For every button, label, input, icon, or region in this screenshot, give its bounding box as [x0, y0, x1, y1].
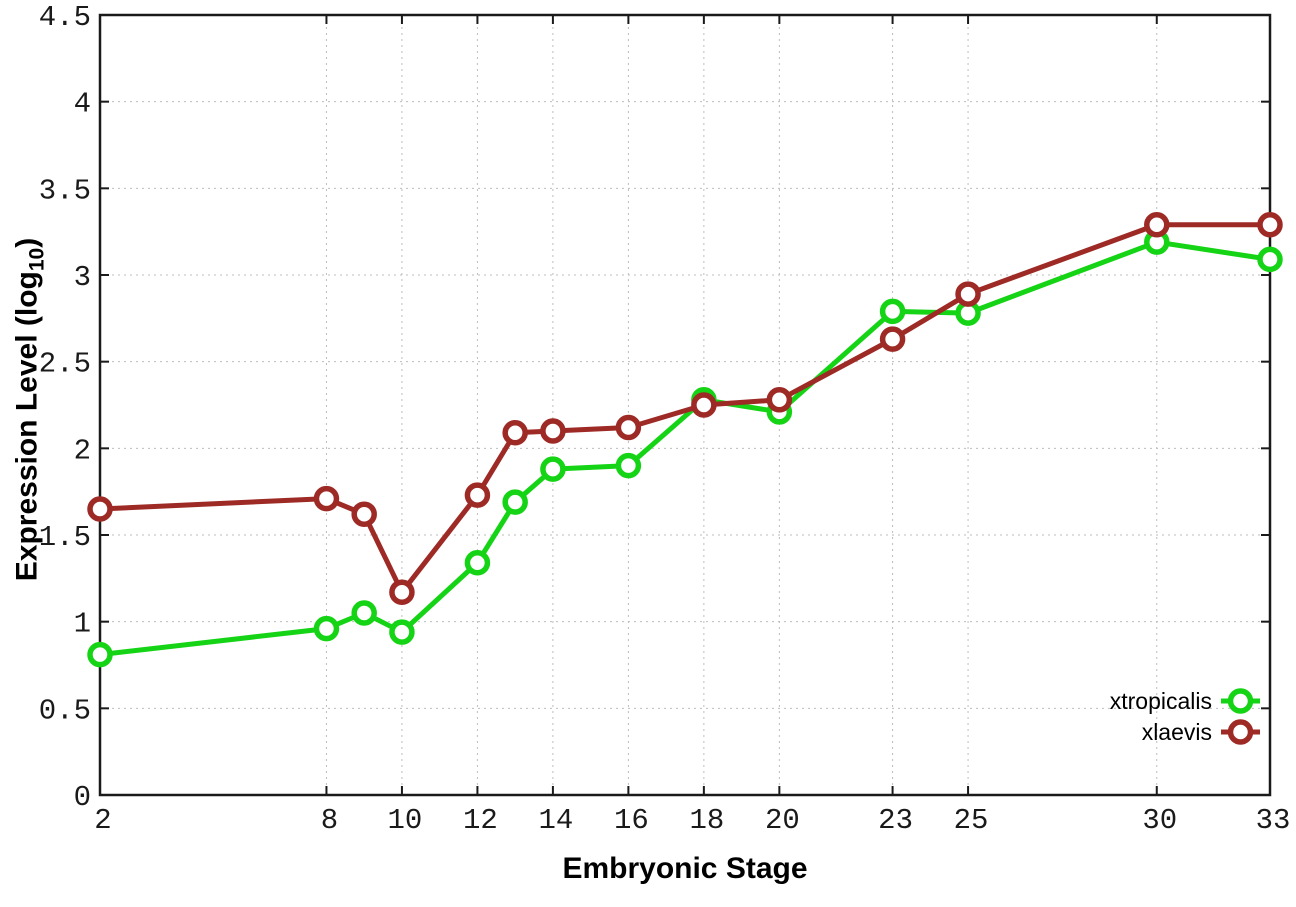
x-tick-label: 18 — [689, 804, 724, 837]
circle-marker-xlaevis — [879, 326, 906, 352]
y-tick-labels: 0 0.5 1 1.5 2 2.5 3 3.5 4 4.5 — [39, 1, 91, 814]
circle-marker-xtropicalis — [389, 619, 415, 645]
y-tick-label: 2.5 — [39, 348, 91, 381]
circle-marker-xtropicalis — [879, 298, 906, 325]
x-tick-label: 2 — [94, 804, 111, 837]
circle-marker-xlaevis — [87, 496, 113, 522]
x-tick-labels: 2 8 10 12 14 16 18 20 23 25 30 33 — [94, 804, 1290, 837]
tick-marks — [99, 14, 1271, 796]
circle-marker-xlaevis — [1144, 211, 1170, 238]
x-tick-label: 23 — [878, 804, 913, 837]
y-axis-label-subscript: 10 — [25, 247, 49, 272]
x-axis-label-text: Embryonic Stage — [562, 852, 808, 885]
y-tick-label: 4.5 — [39, 1, 91, 34]
circle-marker-xlaevis — [1257, 211, 1283, 238]
series-xtropicalis — [87, 229, 1283, 668]
y-tick-label: 1 — [74, 608, 91, 641]
circle-marker-xtropicalis — [313, 615, 340, 642]
legend-label: xlaevis — [1142, 719, 1212, 745]
x-tick-label: 12 — [463, 804, 498, 837]
circle-marker-xtropicalis — [540, 456, 566, 482]
circle-marker-xtropicalis — [87, 641, 113, 668]
circle-marker-xlaevis — [691, 392, 717, 418]
circle-marker-xlaevis — [766, 387, 793, 413]
circle-marker-xlaevis — [502, 419, 528, 446]
circle-marker-xtropicalis — [464, 549, 491, 576]
circle-marker-xtropicalis — [502, 489, 528, 515]
y-tick-label: 3 — [74, 261, 91, 294]
circle-marker-xlaevis — [313, 485, 340, 512]
y-tick-label: 4 — [74, 88, 91, 121]
x-tick-label: 25 — [954, 804, 989, 837]
legend-label: xtropicalis — [1110, 688, 1212, 714]
x-tick-label: 16 — [614, 804, 649, 837]
circle-marker-xtropicalis — [1257, 246, 1283, 273]
circle-marker-xtropicalis — [351, 600, 377, 626]
series-line-xlaevis — [97, 222, 1273, 595]
x-tick-label: 14 — [538, 804, 573, 837]
y-tick-label: 0 — [74, 781, 91, 814]
legend-sample-marker — [1227, 688, 1254, 714]
y-tick-label: 0.5 — [39, 694, 91, 727]
circle-marker-xlaevis — [540, 418, 566, 444]
y-tick-label: 1.5 — [39, 521, 91, 554]
circle-marker-xlaevis — [389, 579, 415, 605]
circle-marker-xlaevis — [955, 281, 981, 307]
x-tick-label: 20 — [765, 804, 800, 837]
y-axis-label: Expression Level (log10) — [11, 210, 50, 610]
circle-marker-xtropicalis — [615, 452, 642, 479]
y-axis-label-text: Expression Level (log10) — [10, 237, 49, 582]
legend: xtropicalis xlaevis — [1110, 688, 1260, 745]
x-tick-label: 8 — [321, 804, 338, 837]
circle-marker-xlaevis — [615, 414, 642, 441]
circle-marker-xlaevis — [351, 501, 377, 527]
legend-sample-marker — [1227, 719, 1254, 745]
x-tick-label: 33 — [1256, 804, 1291, 837]
legend-entry-xtropicalis: xtropicalis — [1110, 688, 1260, 714]
y-tick-label: 3.5 — [39, 174, 91, 207]
x-axis-label: Embryonic Stage — [0, 852, 1296, 886]
x-tick-label: 30 — [1142, 804, 1177, 837]
legend-entry-xlaevis: xlaevis — [1142, 719, 1260, 745]
series-xlaevis — [87, 211, 1283, 605]
x-tick-label: 10 — [388, 804, 423, 837]
plot-border — [98, 13, 1272, 797]
circle-marker-xlaevis — [464, 482, 491, 508]
y-tick-label: 2 — [74, 434, 91, 467]
